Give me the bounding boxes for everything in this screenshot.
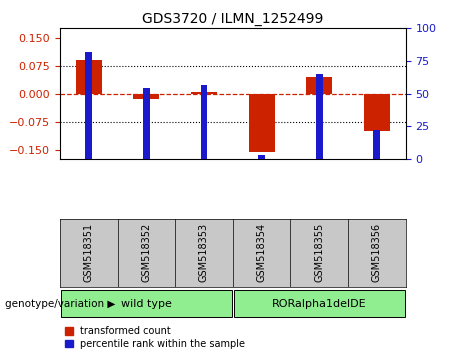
Bar xyxy=(85,52,92,159)
Bar xyxy=(248,94,275,152)
FancyBboxPatch shape xyxy=(61,290,231,317)
Text: GSM518355: GSM518355 xyxy=(314,223,324,282)
Text: GSM518351: GSM518351 xyxy=(84,223,94,282)
Text: genotype/variation ▶: genotype/variation ▶ xyxy=(5,299,115,309)
Bar xyxy=(133,94,160,99)
Bar xyxy=(306,77,332,94)
Bar xyxy=(76,60,102,94)
FancyBboxPatch shape xyxy=(234,290,405,317)
Text: GSM518356: GSM518356 xyxy=(372,223,382,282)
Text: GSM518353: GSM518353 xyxy=(199,223,209,282)
Bar xyxy=(258,155,265,159)
Bar xyxy=(316,74,323,159)
Legend: transformed count, percentile rank within the sample: transformed count, percentile rank withi… xyxy=(65,326,245,349)
Text: RORalpha1delDE: RORalpha1delDE xyxy=(272,298,366,309)
Bar xyxy=(364,94,390,131)
Text: wild type: wild type xyxy=(121,298,172,309)
Title: GDS3720 / ILMN_1252499: GDS3720 / ILMN_1252499 xyxy=(142,12,324,26)
Bar xyxy=(191,92,217,94)
Bar xyxy=(201,85,207,159)
Bar xyxy=(143,88,150,159)
Text: GSM518352: GSM518352 xyxy=(142,223,151,282)
Bar xyxy=(373,130,380,159)
Text: GSM518354: GSM518354 xyxy=(257,223,266,282)
